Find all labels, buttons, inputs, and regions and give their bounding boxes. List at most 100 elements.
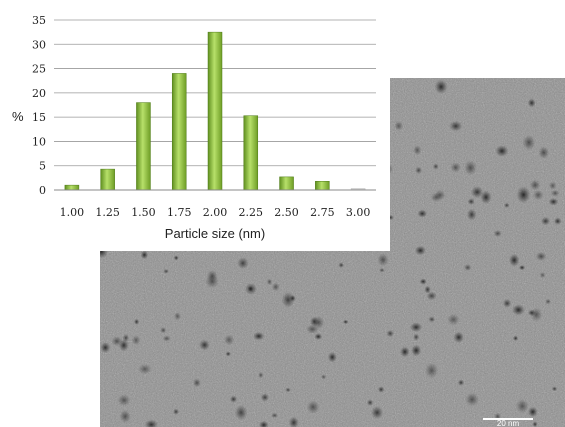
nanoparticle <box>532 421 538 427</box>
bar-1.50 <box>136 102 151 191</box>
nanoparticle <box>532 189 544 201</box>
nanoparticle <box>470 186 484 199</box>
nanoparticle <box>465 392 479 407</box>
nanoparticle <box>426 291 437 301</box>
y-tick-label: 20 <box>32 87 46 100</box>
y-tick-label: 5 <box>39 160 46 173</box>
nanoparticle <box>223 334 235 346</box>
nanoparticle <box>538 146 550 159</box>
x-tick-label: 1.25 <box>95 206 120 219</box>
y-tick-labels: 0 5 10 15 20 25 30 35 <box>32 14 46 197</box>
y-tick-label: 30 <box>32 38 46 51</box>
nanoparticle <box>229 395 238 403</box>
bar-2.00 <box>207 31 223 191</box>
x-tick-label: 2.25 <box>239 206 264 219</box>
nanoparticle <box>516 186 531 204</box>
nanoparticle <box>425 362 439 379</box>
nanoparticle <box>119 409 131 423</box>
nanoparticle <box>434 79 448 95</box>
nanoparticle <box>508 253 520 267</box>
nanoparticle <box>411 344 422 357</box>
particle-size-histogram: 0 5 10 15 20 25 30 35 1.00 1.25 1.50 1.75 2.00 2.25 2… <box>12 14 376 241</box>
nanoparticle <box>379 267 385 273</box>
bar-1.00 <box>64 184 80 191</box>
nanoparticle <box>174 311 181 321</box>
nanoparticle <box>199 339 210 351</box>
nanoparticle <box>504 202 510 209</box>
nanoparticle <box>133 318 140 325</box>
nanoparticle <box>495 145 509 157</box>
x-tick-label: 3.00 <box>346 206 371 219</box>
bar-2.25 <box>243 115 259 191</box>
nanoparticle <box>529 179 541 191</box>
nanoparticle <box>409 322 423 333</box>
nanoparticle <box>434 189 446 201</box>
nanoparticle <box>288 416 299 427</box>
nanoparticle <box>258 371 264 379</box>
y-tick-label: 25 <box>32 63 46 76</box>
x-tick-label: 1.75 <box>167 206 192 219</box>
nanoparticle <box>535 251 547 261</box>
nanoparticle <box>464 160 477 176</box>
y-tick-label: 15 <box>32 111 46 124</box>
y-tick-label: 10 <box>32 135 46 148</box>
nanoparticle <box>225 351 231 357</box>
nanoparticle <box>457 379 465 386</box>
nanoparticle <box>260 393 270 402</box>
nanoparticle <box>550 189 560 197</box>
histogram-panel: 0 5 10 15 20 25 30 35 1.00 1.25 1.50 1.75 2.00 2.25 2… <box>0 0 390 251</box>
nanoparticle <box>244 282 257 295</box>
nanoparticle <box>432 163 439 170</box>
nanoparticle <box>545 298 551 305</box>
nanoparticle <box>327 352 337 363</box>
nanoparticle <box>463 264 472 271</box>
nanoparticle <box>117 394 131 407</box>
x-tick-label: 1.00 <box>60 206 85 219</box>
nanoparticle <box>366 399 374 406</box>
nanoparticle <box>377 253 389 267</box>
nanoparticle <box>540 216 551 226</box>
nanoparticle <box>449 120 463 132</box>
bar-1.75 <box>171 73 187 191</box>
bar-1.25 <box>100 168 115 191</box>
nanoparticle <box>314 333 323 340</box>
nanoparticle <box>493 230 502 237</box>
nanoparticle <box>419 278 427 285</box>
x-tick-labels: 1.00 1.25 1.50 1.75 2.00 2.25 2.50 2.75 3.00 <box>60 206 371 219</box>
nanoparticle <box>548 181 557 190</box>
nanoparticle <box>192 378 201 388</box>
nanoparticle <box>162 335 171 342</box>
nanoparticle <box>258 420 269 427</box>
nanoparticle <box>515 399 529 414</box>
nanoparticle <box>342 319 349 325</box>
nanoparticle <box>237 257 249 270</box>
y-tick-label: 0 <box>39 184 46 197</box>
nanoparticle <box>306 400 320 414</box>
scale-bar-label: 20 nm <box>497 419 520 427</box>
nanoparticle <box>266 278 273 286</box>
nanoparticle <box>551 386 558 392</box>
nanoparticle <box>205 275 219 289</box>
nanoparticle <box>377 386 385 393</box>
nanoparticle <box>394 120 404 131</box>
nanoparticle <box>428 316 436 323</box>
bars <box>64 31 366 191</box>
nanoparticle <box>512 335 519 342</box>
nanoparticle <box>519 265 526 271</box>
nanoparticle <box>285 387 291 393</box>
y-tick-label: 35 <box>32 14 46 27</box>
x-tick-label: 2.00 <box>203 206 228 219</box>
nanoparticle <box>527 406 538 418</box>
nanoparticle <box>271 412 278 419</box>
nanoparticle <box>400 346 410 358</box>
nanoparticle <box>415 166 423 175</box>
nanoparticle <box>122 333 130 342</box>
bar-2.50 <box>279 176 294 191</box>
nanoparticle <box>453 331 465 343</box>
nanoparticle <box>131 335 141 346</box>
nanoparticle <box>522 134 536 151</box>
nanoparticle <box>466 208 477 221</box>
nanoparticle <box>253 331 265 341</box>
nanoparticle <box>312 315 325 330</box>
nanoparticle <box>502 298 512 308</box>
